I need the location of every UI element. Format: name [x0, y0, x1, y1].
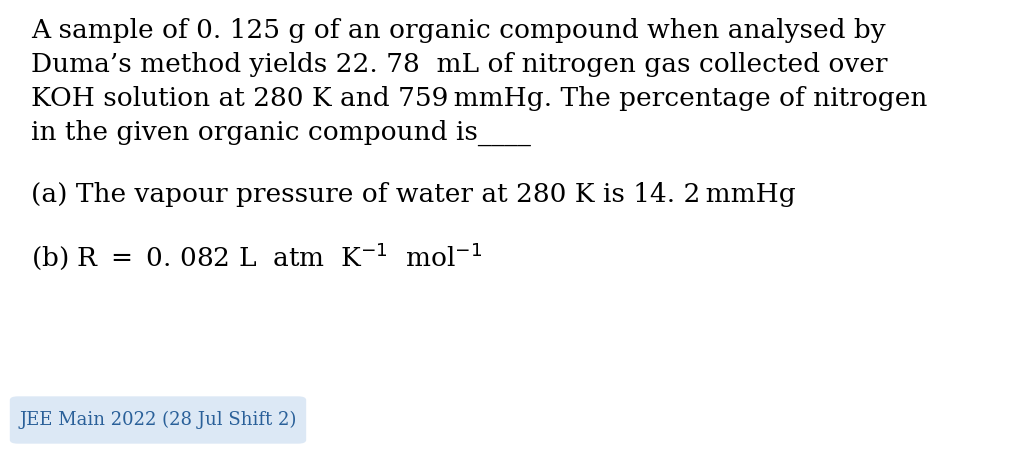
- Text: KOH solution at 280 K and 759 mmHg. The percentage of nitrogen: KOH solution at 280 K and 759 mmHg. The …: [31, 86, 927, 111]
- Text: (b) R $=$ 0. 082 L  atm  K$^{-1}$  mol$^{-1}$: (b) R $=$ 0. 082 L atm K$^{-1}$ mol$^{-1…: [31, 240, 482, 272]
- Text: JEE Main 2022 (28 Jul Shift 2): JEE Main 2022 (28 Jul Shift 2): [19, 411, 297, 429]
- Text: A sample of 0. 125 g of an organic compound when analysed by: A sample of 0. 125 g of an organic compo…: [31, 18, 886, 43]
- Text: in the given organic compound is____: in the given organic compound is____: [31, 120, 530, 146]
- FancyBboxPatch shape: [10, 396, 306, 444]
- Text: (a) The vapour pressure of water at 280 K is 14. 2 mmHg: (a) The vapour pressure of water at 280 …: [31, 182, 796, 207]
- Text: Duma’s method yields 22. 78  mL of nitrogen gas collected over: Duma’s method yields 22. 78 mL of nitrog…: [31, 52, 887, 77]
